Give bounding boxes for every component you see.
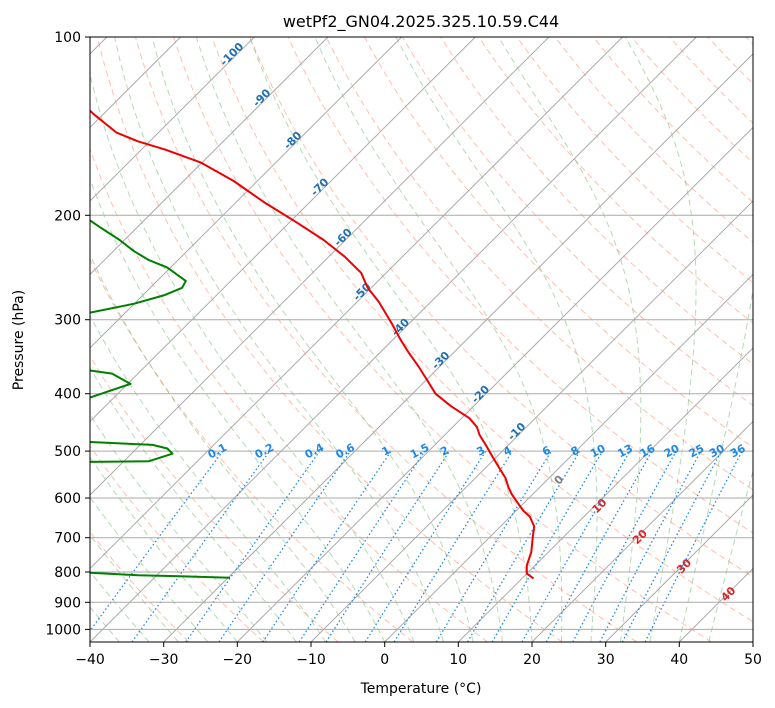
- mixing-ratio-line: [393, 450, 513, 642]
- x-tick-label: −20: [223, 652, 253, 668]
- moist-adiabat: [90, 366, 297, 642]
- dry-adiabat: [249, 37, 753, 578]
- isotherm-line: [90, 37, 402, 349]
- y-tick-label: 700: [54, 531, 81, 547]
- x-tick-label: 40: [670, 652, 688, 668]
- dry-adiabat: [90, 444, 264, 642]
- moist-adiabat: [314, 37, 563, 642]
- x-tick-label: −40: [75, 652, 105, 668]
- isotherm-line: [90, 37, 255, 202]
- mixing-ratio-line: [545, 450, 653, 642]
- isotherm-line: [236, 126, 753, 642]
- moist-adiabat: [90, 177, 386, 642]
- x-tick-label: 0: [380, 652, 389, 668]
- mixing-ratio-line: [131, 450, 271, 642]
- y-tick-label: 400: [54, 387, 81, 403]
- moist-adiabat: [151, 37, 474, 642]
- y-tick-label: 200: [54, 208, 81, 224]
- isotherm-line: [90, 37, 623, 570]
- mixing-ratio-line: [521, 450, 631, 642]
- y-tick-label: 500: [54, 444, 81, 460]
- dry-adiabat: [134, 37, 638, 642]
- x-tick-label: 20: [523, 652, 541, 668]
- mixing-ratio-label: 10: [588, 442, 608, 461]
- y-tick-label: 800: [54, 565, 81, 581]
- moist-adiabat: [90, 413, 268, 642]
- y-tick-label: 600: [54, 491, 81, 507]
- plot-frame: [89, 36, 754, 643]
- isotherm-line: [90, 37, 476, 423]
- chart-title: wetPf2_GN04.2025.325.10.59.C44: [283, 12, 559, 32]
- dry-adiabat: [402, 37, 753, 406]
- y-axis: 100 200 300 400 500 600 700 800 900 1000: [45, 30, 90, 638]
- mixing-ratio-line: [325, 450, 451, 642]
- x-tick-label: −10: [296, 652, 326, 668]
- moist-adiabat: [195, 37, 503, 642]
- isotherm-line: [163, 53, 753, 642]
- mixing-ratio-line: [491, 450, 604, 642]
- x-tick-label: 50: [744, 652, 762, 668]
- dry-adiabat: [287, 37, 753, 534]
- isotherm-line: [457, 347, 753, 642]
- moist-adiabat: [708, 468, 753, 642]
- mixing-ratio-label: 25: [687, 442, 707, 461]
- mixing-ratio-line: [435, 450, 552, 642]
- y-tick-label: 900: [54, 595, 81, 611]
- x-axis-label: Temperature (°C): [360, 681, 482, 697]
- dry-adiabat: [173, 37, 712, 642]
- moist-adiabat: [624, 37, 697, 642]
- isotherm-line: [605, 494, 753, 642]
- mixing-ratio-label: 20: [662, 442, 682, 461]
- isotherm-line: [90, 37, 550, 496]
- dry-adiabat: [592, 37, 753, 203]
- moist-adiabat: [249, 37, 533, 642]
- isotherm-line: [384, 273, 753, 642]
- y-tick-label: 300: [54, 313, 81, 329]
- profile-series: [90, 109, 536, 580]
- mixing-ratio-label: 36: [728, 442, 748, 461]
- mixing-ratio-line: [572, 450, 677, 642]
- x-tick-label: −30: [149, 652, 179, 668]
- dry-adiabat: [631, 37, 753, 164]
- x-tick-label: 30: [597, 652, 615, 668]
- mixing-ratio-line: [364, 450, 487, 642]
- moist-adiabat: [114, 37, 445, 642]
- y-tick-label: 1000: [45, 622, 81, 638]
- moist-adiabat: [498, 37, 642, 642]
- mixing-ratio-line: [185, 450, 321, 642]
- isotherm-line: [310, 200, 753, 642]
- isotherm-line: [531, 420, 753, 642]
- x-axis: −40 −30 −20 −10 0 10 20 30 40 50: [75, 642, 762, 668]
- moist-adiabat: [678, 286, 753, 642]
- moist-adiabat: [90, 496, 209, 642]
- mixing-ratio-label: 16: [638, 442, 658, 461]
- y-axis-label: Pressure (hPa): [11, 290, 27, 390]
- background-lines: [90, 37, 753, 642]
- moist-adiabat: [90, 253, 356, 642]
- mixing-ratio-line: [466, 450, 581, 642]
- mixing-ratio-line: [218, 450, 352, 642]
- isotherm-line: [90, 37, 697, 642]
- dry-adiabat: [516, 37, 753, 284]
- mixing-ratio-label: 30: [707, 442, 727, 461]
- plot-background: [90, 37, 753, 642]
- dry-adiabat: [325, 37, 753, 491]
- temperature-line: [90, 109, 536, 580]
- x-tick-label: 10: [449, 652, 467, 668]
- y-tick-label: 100: [54, 30, 81, 46]
- moist-adiabat: [395, 37, 598, 642]
- isotherm-line: [90, 37, 329, 276]
- mixing-ratio-label: 13: [615, 442, 635, 461]
- dry-adiabat: [478, 37, 753, 324]
- isotherm-line: [752, 641, 753, 642]
- moist-adiabat: [90, 71, 415, 642]
